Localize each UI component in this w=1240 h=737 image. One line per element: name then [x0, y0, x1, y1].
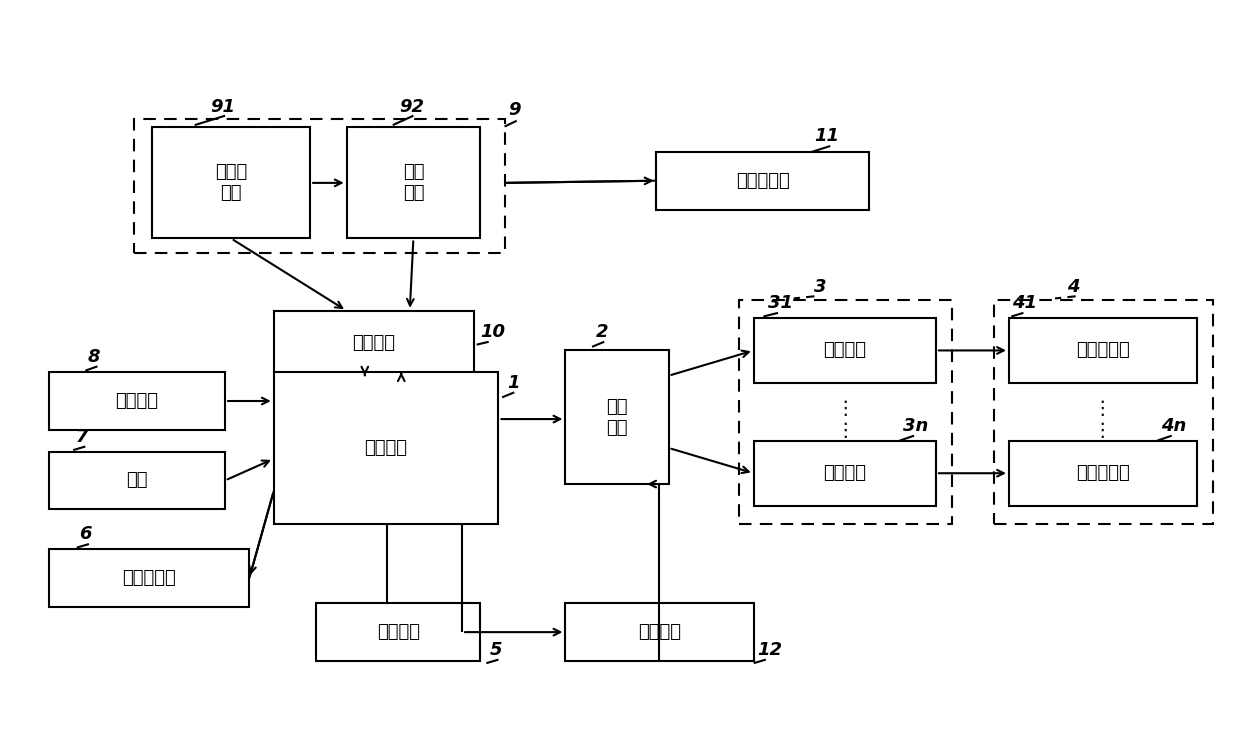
- Bar: [274, 372, 498, 524]
- Bar: [565, 351, 668, 484]
- Text: 扩展接口: 扩展接口: [639, 623, 681, 641]
- Text: 微处理器: 微处理器: [365, 439, 408, 457]
- Text: 5: 5: [490, 641, 502, 659]
- Bar: [754, 318, 936, 383]
- Text: 4: 4: [1068, 279, 1080, 296]
- Text: 光敏元件: 光敏元件: [115, 392, 159, 410]
- Text: 工作指示灯: 工作指示灯: [123, 569, 176, 587]
- Text: 10: 10: [480, 323, 505, 341]
- Bar: [153, 127, 310, 239]
- Bar: [565, 603, 754, 661]
- Text: 7: 7: [76, 427, 88, 446]
- Text: 41: 41: [1013, 294, 1038, 312]
- Text: 4n: 4n: [1161, 417, 1187, 435]
- Text: 压电陶瓷片: 压电陶瓷片: [1076, 464, 1130, 482]
- Text: 91: 91: [211, 98, 236, 116]
- Bar: [274, 311, 474, 376]
- Text: 6: 6: [79, 525, 92, 543]
- Bar: [48, 452, 224, 509]
- Bar: [48, 372, 224, 430]
- Bar: [1009, 318, 1197, 383]
- Text: 切换电路: 切换电路: [352, 334, 396, 352]
- Text: 1: 1: [507, 374, 520, 391]
- Text: 驱动电路: 驱动电路: [823, 341, 867, 360]
- Text: 11: 11: [815, 127, 839, 144]
- Bar: [656, 152, 869, 209]
- Text: 12: 12: [758, 641, 782, 659]
- Bar: [316, 603, 480, 661]
- Text: 8: 8: [88, 349, 100, 366]
- Text: 3n: 3n: [903, 417, 929, 435]
- Text: 2: 2: [595, 323, 608, 341]
- Text: 92: 92: [399, 98, 424, 116]
- Bar: [48, 549, 249, 607]
- Text: 多路
开关: 多路 开关: [606, 398, 627, 436]
- Text: 步进电机: 步进电机: [377, 623, 419, 641]
- Bar: [994, 300, 1213, 524]
- Bar: [346, 127, 480, 239]
- Text: 太阳能
电池: 太阳能 电池: [215, 163, 247, 202]
- Bar: [754, 441, 936, 506]
- Text: 驱动电路: 驱动电路: [823, 464, 867, 482]
- Bar: [739, 300, 952, 524]
- Text: 31: 31: [769, 294, 794, 312]
- Text: ⋮
⋮: ⋮ ⋮: [1092, 399, 1112, 439]
- Bar: [1009, 441, 1197, 506]
- Text: 晶振: 晶振: [126, 472, 148, 489]
- Text: ⋮
⋮: ⋮ ⋮: [835, 399, 854, 439]
- Text: 3: 3: [815, 279, 827, 296]
- Text: 蓄电
装置: 蓄电 装置: [403, 163, 424, 202]
- Bar: [134, 119, 505, 253]
- Text: 9: 9: [508, 101, 521, 119]
- Text: 压电陶瓷片: 压电陶瓷片: [1076, 341, 1130, 360]
- Text: 电源指示灯: 电源指示灯: [735, 172, 790, 189]
